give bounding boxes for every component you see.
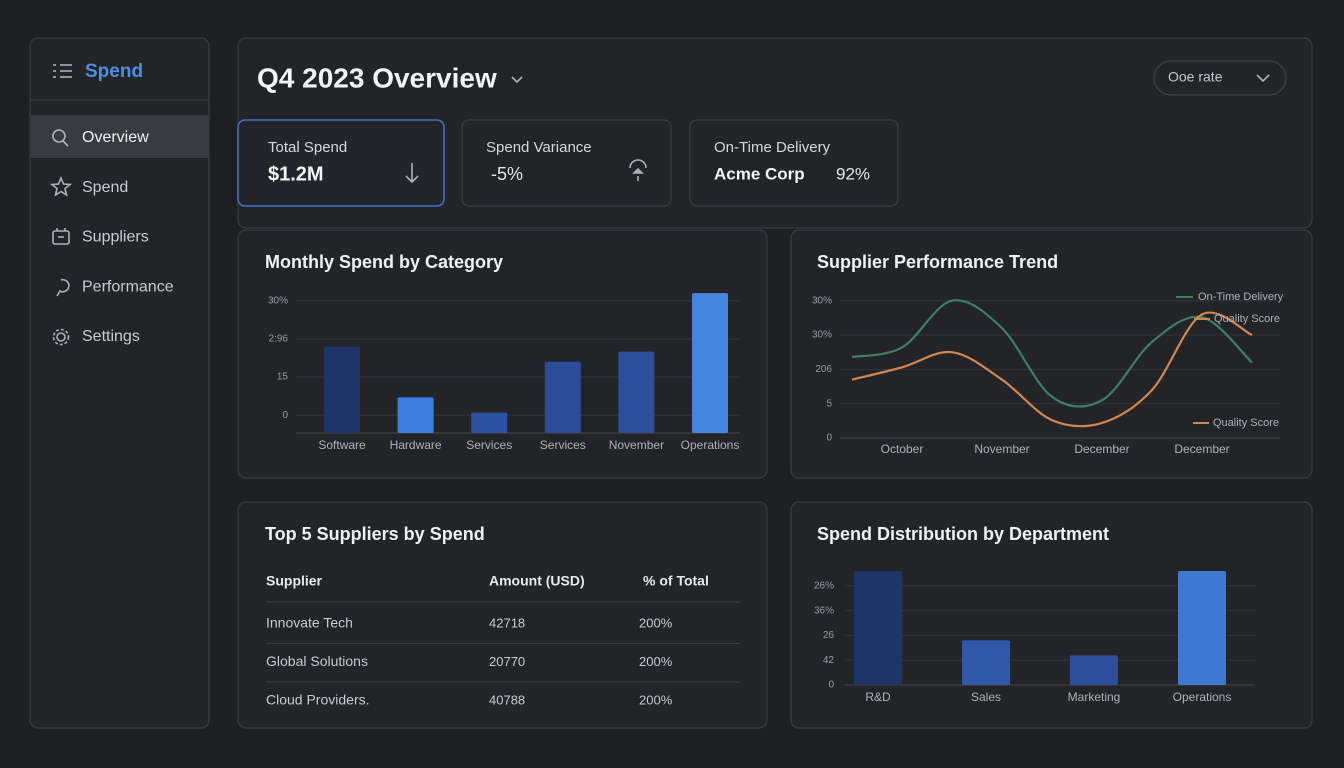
- bar: [544, 361, 581, 433]
- bar: [324, 346, 360, 433]
- bar: [471, 412, 508, 433]
- down-arrow-icon: [405, 163, 419, 184]
- y-tick-label: 30%: [268, 295, 288, 306]
- y-tick-label: 0: [826, 433, 832, 444]
- dropdown-label: Ooe rate: [1168, 69, 1223, 85]
- active-item-bg: [31, 115, 209, 158]
- table-card: [237, 501, 768, 729]
- y-tick-label: 30%: [812, 330, 832, 341]
- y-tick-label: 0: [282, 410, 288, 421]
- bar: [1070, 655, 1118, 685]
- kpi-value: -5%: [491, 164, 523, 184]
- nav-item[interactable]: Spend: [82, 179, 128, 196]
- table-header: % of Total: [643, 573, 709, 589]
- y-tick-label: 206: [815, 364, 832, 375]
- y-tick-label: 15: [277, 372, 289, 383]
- chart-title: Spend Distribution by Department: [817, 524, 1109, 544]
- chart-title: Supplier Performance Trend: [817, 252, 1058, 272]
- bar: [397, 397, 434, 433]
- y-tick-label: 36%: [814, 605, 834, 616]
- bar: [692, 293, 728, 433]
- table-cell: 42718: [489, 615, 525, 630]
- bar: [962, 640, 1010, 685]
- table-cell: Innovate Tech: [266, 615, 353, 631]
- x-tick-label: Sales: [971, 690, 1001, 704]
- table-cell: 200%: [639, 654, 673, 669]
- kpi-card[interactable]: [461, 119, 672, 207]
- y-tick-label: 26: [823, 630, 835, 641]
- x-tick-label: Services: [540, 438, 586, 452]
- kpi-detail: 92%: [836, 164, 870, 183]
- table-cell: 40788: [489, 692, 525, 707]
- nav-icons: [49, 129, 73, 346]
- x-tick-label: Marketing: [1068, 690, 1121, 704]
- table-header: Amount (USD): [489, 573, 585, 589]
- table-cell: 200%: [639, 615, 673, 630]
- x-tick-label: Software: [318, 438, 366, 452]
- y-tick-label: 42: [823, 655, 835, 666]
- table-cell: Global Solutions: [266, 653, 368, 669]
- line-series: [851, 311, 1253, 428]
- page-title: Q4 2023 Overview: [257, 62, 497, 93]
- x-tick-label: October: [881, 442, 924, 456]
- nav-item[interactable]: Performance: [82, 278, 174, 295]
- variance-icon: [629, 159, 647, 181]
- chart-title: Monthly Spend by Category: [265, 252, 503, 272]
- nav-item[interactable]: Suppliers: [82, 229, 149, 246]
- y-tick-label: 2:96: [269, 334, 289, 345]
- dropdown[interactable]: [1153, 60, 1287, 96]
- nav-item[interactable]: Settings: [82, 328, 140, 345]
- table-cell: 200%: [639, 692, 673, 707]
- kpi-value: Acme Corp: [714, 164, 805, 183]
- kpi-label: Spend Variance: [486, 139, 592, 156]
- plots: Supplier Amount (USD) % of Total Innovate T…: [266, 291, 1284, 708]
- kpi-card[interactable]: [689, 119, 899, 207]
- bar: [1178, 570, 1226, 685]
- kpi-label: Total Spend: [268, 139, 347, 156]
- y-tick-label: 5: [826, 398, 832, 409]
- x-tick-label: November: [974, 442, 1029, 456]
- legend-label[interactable]: On-Time Delivery: [1198, 291, 1284, 303]
- annotation: Quality Score: [1213, 417, 1279, 429]
- x-tick-label: Operations: [1173, 690, 1232, 704]
- x-tick-label: Services: [466, 438, 512, 452]
- x-tick-label: December: [1174, 442, 1229, 456]
- x-tick-label: Hardware: [390, 438, 442, 452]
- kpi-value: $1.2M: [268, 163, 324, 185]
- legend-label[interactable]: Quality Score: [1214, 313, 1280, 325]
- bar: [854, 570, 902, 685]
- nav: Overview Spend Suppliers Performance Setting…: [82, 129, 174, 345]
- y-tick-label: 26%: [814, 580, 834, 591]
- nav-item[interactable]: Overview: [82, 129, 149, 146]
- x-tick-label: November: [609, 438, 664, 452]
- sidebar-title: Spend: [85, 61, 143, 82]
- menu-icon[interactable]: [53, 64, 72, 78]
- x-tick-label: December: [1074, 442, 1129, 456]
- chart-card: [790, 229, 1313, 479]
- table-cell: Cloud Providers.: [266, 692, 370, 708]
- table-cell: 20770: [489, 654, 525, 669]
- y-tick-label: 0: [828, 680, 834, 691]
- dropdown-chevron: [1256, 74, 1270, 83]
- line-series: [851, 299, 1253, 408]
- bar: [618, 351, 655, 433]
- x-tick-label: R&D: [865, 690, 891, 704]
- kpi-label: On-Time Delivery: [714, 139, 831, 156]
- table-header: Supplier: [266, 573, 323, 589]
- kpi-card[interactable]: [237, 119, 445, 207]
- x-tick-label: Operations: [681, 438, 740, 452]
- title-chevron[interactable]: [511, 76, 523, 84]
- y-tick-label: 30%: [812, 295, 832, 306]
- table-title: Top 5 Suppliers by Spend: [265, 524, 485, 544]
- sidebar: [29, 37, 210, 729]
